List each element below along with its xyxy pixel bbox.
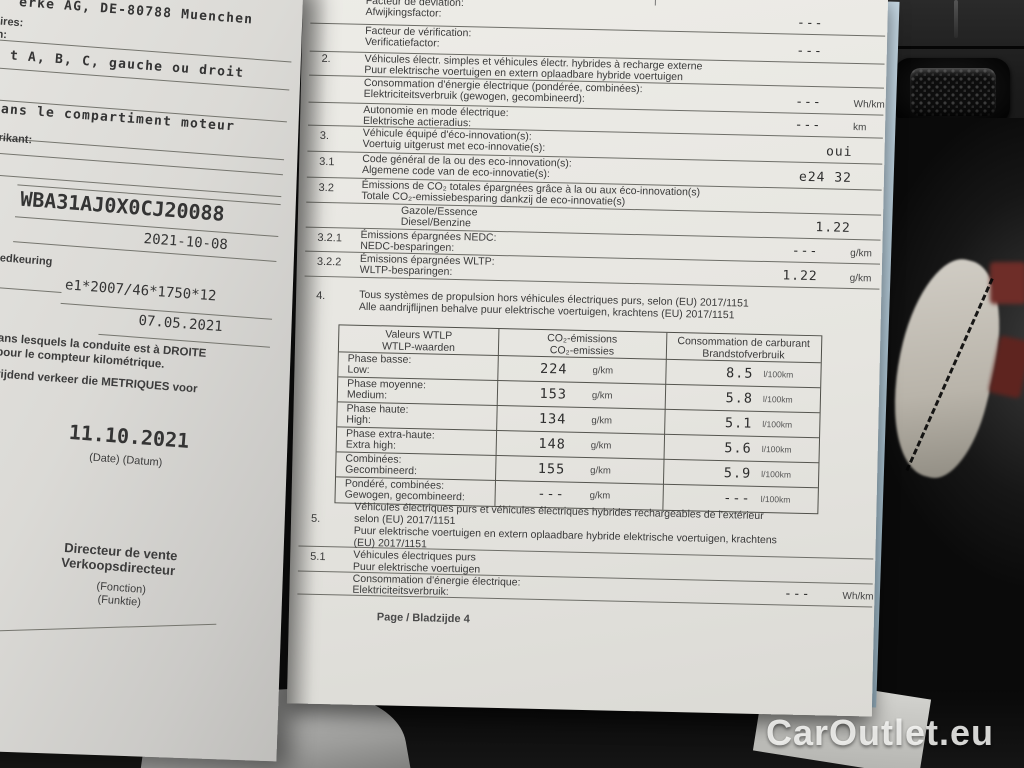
certificate-page-left: erke AG, DE-80788 Muenchen ntaires: aten…: [0, 0, 304, 762]
label-goedkeuring: n in goedkeuring: [0, 250, 53, 269]
co2-value: 134: [538, 410, 567, 428]
field-label-nl: Diesel/Benzine: [400, 215, 472, 230]
co2-value: ---: [537, 485, 565, 503]
signature-date: 11.10.2021: [68, 419, 191, 453]
field-label-nl: Afwijkingsfactor:: [365, 5, 442, 20]
field-value: ---: [796, 43, 823, 60]
fuel-unit: l/100km: [761, 443, 792, 455]
section-number: 3.: [319, 129, 330, 143]
field-unit: Wh/km: [853, 98, 885, 111]
field-value: ---: [783, 586, 811, 603]
approval-number: e1*2007/46*1750*12: [64, 277, 217, 305]
field-label-nl: Algemene code van de eco-innovatie(s):: [361, 163, 551, 181]
certificate-page-right: Facteur de déviation: Afwijkingsfactor: …: [286, 0, 889, 717]
field-label-nl: Verificatiefactor:: [364, 35, 440, 50]
red-dash-trim: [990, 262, 1024, 304]
signature-date-caption: (Date) (Datum): [88, 451, 163, 469]
section-4-heading: 4. Tous systèmes de propulsion hors véhi…: [304, 288, 864, 327]
section-number: 5.1: [310, 550, 326, 564]
footer-page-number: Page / Bladzijde 4: [376, 611, 470, 626]
field-value: oui: [825, 144, 853, 160]
co2-unit: g/km: [591, 415, 613, 427]
field-label-nl: NEDC-besparingen:: [360, 239, 455, 254]
form-rule: [0, 284, 62, 293]
fuel-unit: l/100km: [760, 493, 791, 505]
section-number: 3.2: [318, 181, 335, 195]
fuel-value: 8.5: [725, 365, 754, 382]
form-rule: [0, 150, 283, 176]
vin-date: 2021-10-08: [143, 230, 229, 254]
section-number: 3.1: [319, 155, 335, 169]
co2-value: 224: [539, 360, 568, 378]
field-unit: Wh/km: [842, 590, 874, 603]
co2-unit: g/km: [592, 365, 614, 377]
section-number: 2.: [321, 52, 331, 66]
signature-line: [0, 623, 217, 633]
note-nl-line1: E rijdend verkeer die METRIQUES voor: [0, 367, 198, 396]
fuel-unit: l/100km: [763, 369, 794, 380]
label-fabrikant: e fabrikant:: [0, 130, 33, 147]
co2-unit: g/km: [590, 440, 612, 452]
left-page-content: erke AG, DE-80788 Muenchen ntaires: aten…: [0, 0, 305, 768]
field-value: 1.22: [782, 268, 818, 285]
section-number: 5.: [310, 512, 321, 525]
section-number: 4.: [316, 289, 326, 303]
certificate-form: Facteur de déviation: Afwijkingsfactor: …: [287, 0, 888, 717]
field-label-nl: Elektriciteitsverbruik:: [352, 583, 449, 598]
engine-bay-line: ans le compartiment moteur: [0, 101, 236, 135]
field-label-nl: Voertuig uitgerust met eco-innovatie(s):: [362, 137, 546, 154]
caroutlet-watermark: CarOutlet.eu: [766, 712, 995, 753]
fuel-value: 5.9: [723, 465, 752, 482]
approval-date: 07.05.2021: [137, 312, 224, 336]
plates-line: t A, B, C, gauche ou droit: [9, 48, 245, 82]
field-label-nl: WLTP-besparingen:: [359, 263, 453, 278]
field-value: 1.22: [815, 220, 851, 236]
field-label-nl: Elektriciteitsverbruik (gewogen, gecombi…: [363, 87, 585, 105]
fuel-value: ---: [723, 490, 751, 507]
fuel-unit: l/100km: [762, 393, 793, 405]
co2-value: 155: [537, 460, 566, 478]
field-value: ---: [796, 15, 824, 32]
co2-unit: g/km: [591, 390, 613, 402]
fuel-unit: l/100km: [762, 418, 793, 430]
scroll-wheel[interactable]: [910, 68, 996, 116]
field-value: ---: [794, 117, 822, 134]
field-value: e24 32: [798, 169, 853, 186]
fuel-value: 5.6: [724, 440, 752, 457]
field-value: ---: [794, 94, 822, 111]
label-remarks-fr: ntaires:: [0, 14, 24, 30]
caption-funktie: (Funktie): [97, 593, 142, 609]
label-remarks-nl: aten:: [0, 27, 8, 42]
field-unit: g/km: [849, 272, 872, 285]
section-number: 3.2.2: [316, 255, 342, 269]
co2-unit: g/km: [590, 465, 611, 477]
co2-value: 153: [539, 385, 568, 403]
co2-unit: g/km: [589, 490, 611, 502]
wltp-values-table: Valeurs WTLP WTLP-waarden CO₂-émissions CO…: [334, 324, 823, 515]
co2-value: 148: [538, 435, 567, 453]
button-edge-highlight: [954, 0, 958, 38]
manufacturer-line: erke AG, DE-80788 Muenchen: [18, 0, 254, 28]
fuel-value: 5.1: [724, 415, 753, 432]
field-unit: g/km: [850, 247, 873, 260]
panel-divider: [884, 46, 1024, 49]
fuel-value: 5.8: [725, 390, 754, 407]
section-number: 3.2.1: [317, 231, 343, 245]
field-unit: km: [852, 121, 867, 134]
field-value: ---: [791, 243, 819, 260]
fuel-unit: l/100km: [761, 468, 792, 480]
